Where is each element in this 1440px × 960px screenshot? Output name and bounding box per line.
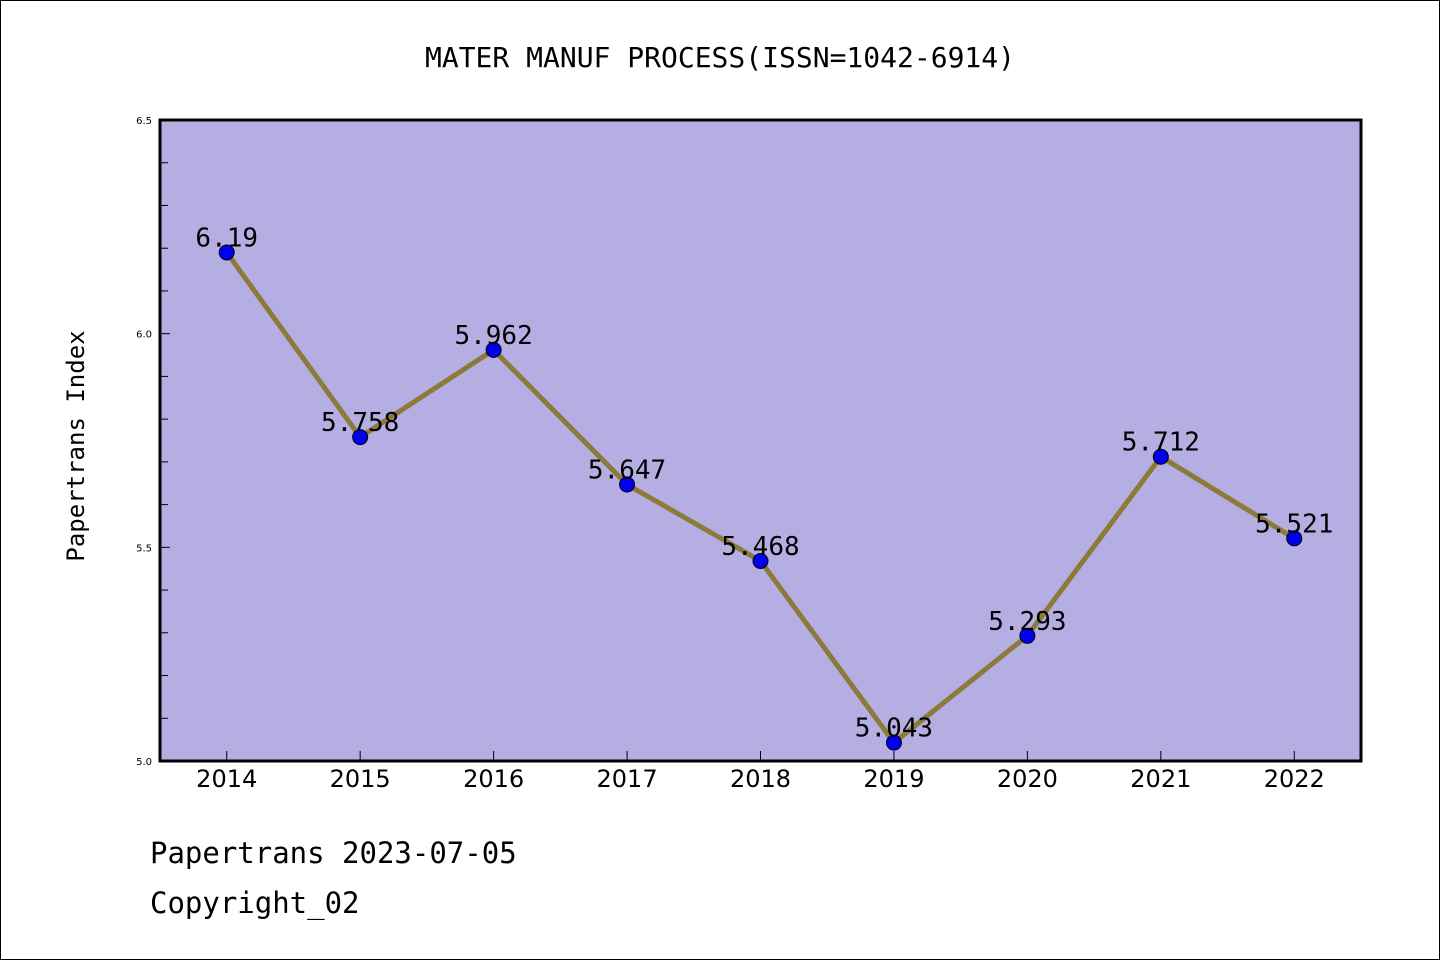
data-label: 5.521 bbox=[1255, 509, 1333, 539]
y-tick-label: 6.5 bbox=[136, 116, 152, 127]
data-label: 5.043 bbox=[855, 714, 933, 744]
x-tick-label: 2014 bbox=[196, 765, 257, 793]
x-tick-label: 2020 bbox=[997, 765, 1058, 793]
y-axis: 5.0 5.5 6.0 6.5 bbox=[136, 116, 170, 768]
y-tick-label: 5.5 bbox=[136, 543, 152, 554]
data-point bbox=[1286, 530, 1303, 547]
y-axis-title: Papertrans Index bbox=[62, 330, 90, 561]
data-point bbox=[752, 553, 769, 570]
x-tick-label: 2015 bbox=[330, 765, 391, 793]
x-tick-label: 2021 bbox=[1130, 765, 1191, 793]
x-tick-label: 2018 bbox=[730, 765, 791, 793]
data-point bbox=[1152, 448, 1169, 465]
data-label: 6.19 bbox=[195, 223, 258, 253]
data-label: 5.962 bbox=[454, 321, 532, 351]
data-point bbox=[619, 476, 636, 493]
x-tick-label: 2017 bbox=[597, 765, 658, 793]
data-label: 5.468 bbox=[721, 532, 799, 562]
data-point bbox=[885, 734, 902, 751]
series-papertrans-index: 6.19 5.758 5.962 5.647 5.468 5.043 5.293 5.712 5… bbox=[195, 223, 1333, 751]
data-label: 5.293 bbox=[988, 607, 1066, 637]
data-label: 5.712 bbox=[1122, 428, 1200, 458]
x-tick-label: 2016 bbox=[463, 765, 524, 793]
x-tick-label: 2019 bbox=[863, 765, 924, 793]
y-tick-label: 6.0 bbox=[136, 330, 152, 341]
footer-date: Papertrans 2023-07-05 bbox=[150, 836, 517, 870]
x-tick-label: 2022 bbox=[1264, 765, 1325, 793]
footer-copyright: Copyright_02 bbox=[150, 886, 360, 920]
data-point bbox=[485, 341, 502, 358]
y-tick-label: 5.0 bbox=[136, 757, 152, 768]
x-axis: 2014 2015 2016 2017 2018 2019 2020 2021 2022 bbox=[196, 751, 1325, 793]
chart-title: MATER MANUF PROCESS(ISSN=1042-6914) bbox=[425, 41, 1015, 74]
data-point bbox=[218, 244, 235, 261]
data-label: 5.647 bbox=[588, 456, 666, 486]
data-point bbox=[1019, 627, 1036, 644]
data-point bbox=[352, 429, 369, 446]
data-label: 5.758 bbox=[321, 408, 399, 438]
